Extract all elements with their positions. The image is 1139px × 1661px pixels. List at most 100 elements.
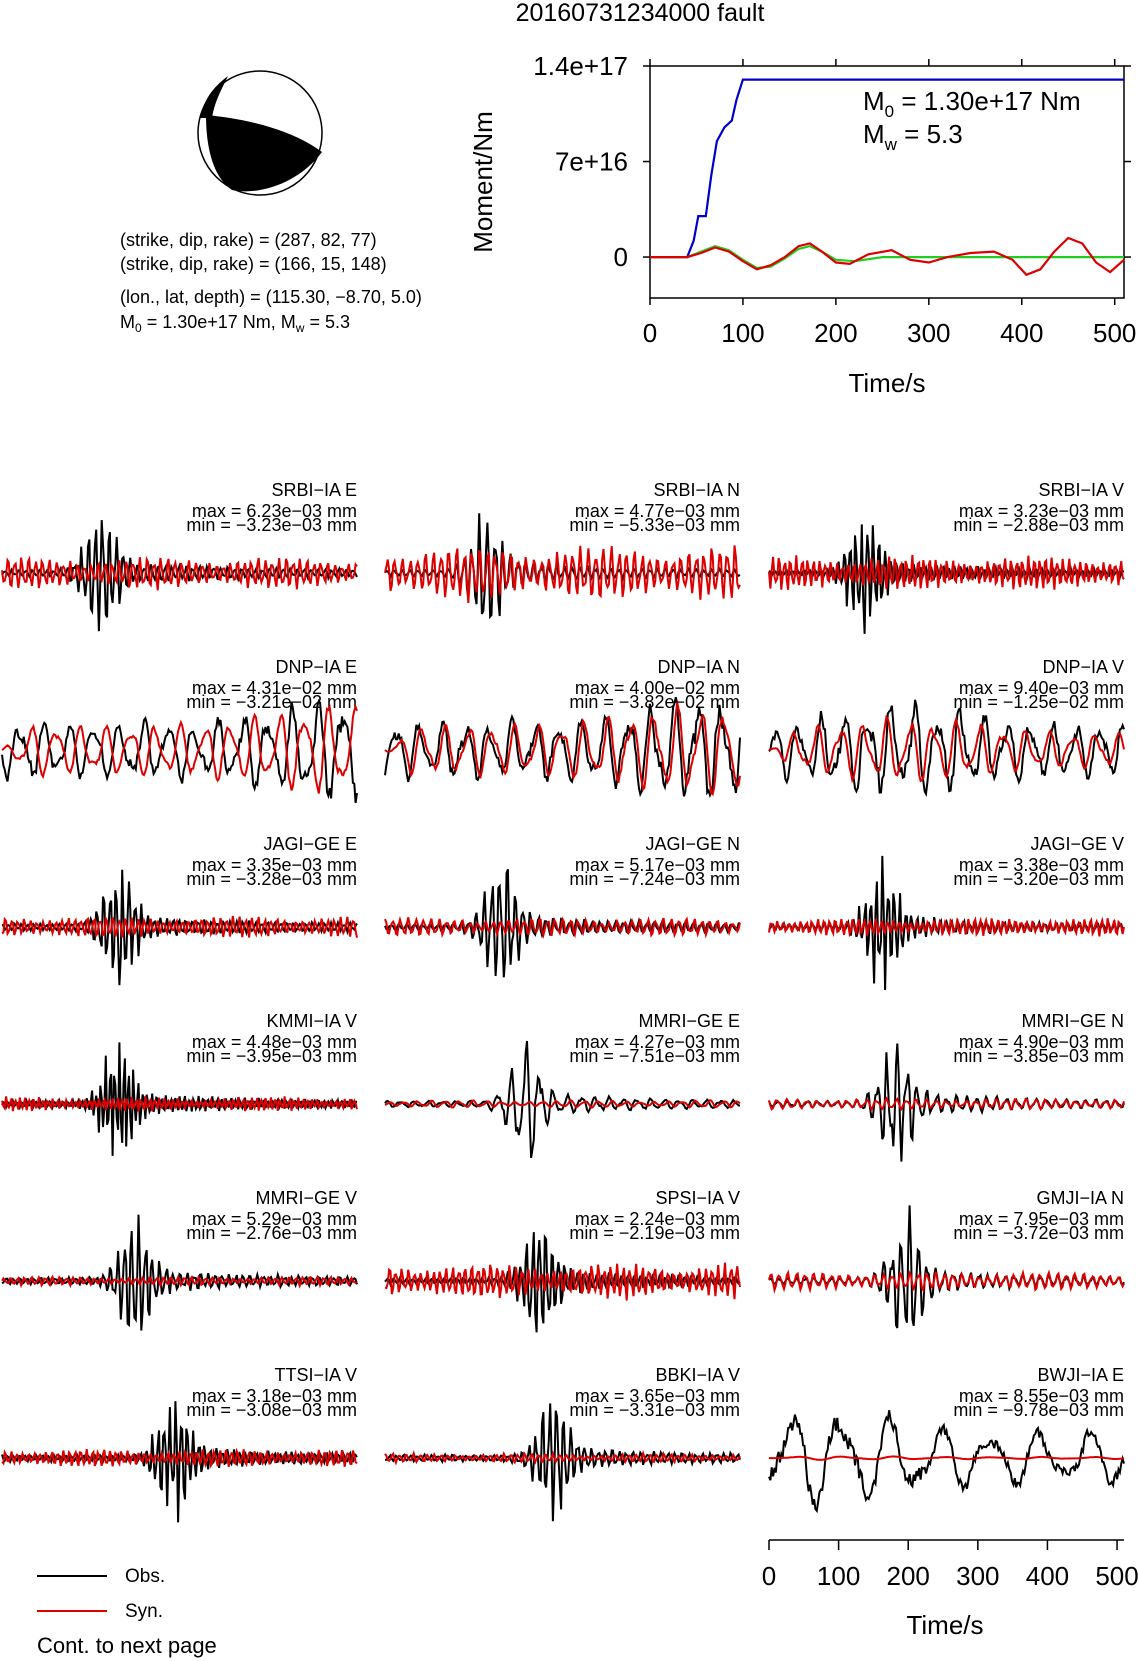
beachball-icon — [197, 70, 323, 196]
station-max-label: max = 5.29e−03 mm — [192, 1209, 357, 1229]
syn-trace — [384, 1449, 741, 1466]
station-label: MMRI−GE N — [1021, 1011, 1124, 1031]
syn-trace — [768, 554, 1125, 590]
station-min-label: min = −5.33e−03 mm — [569, 515, 740, 535]
obs-trace — [385, 1403, 741, 1522]
station-min-label: min = −1.25e−02 mm — [953, 692, 1124, 712]
station-min-label: min = −2.76e−03 mm — [186, 1223, 357, 1243]
syn-trace — [1, 914, 358, 939]
station-max-label: max = 3.23e−03 mm — [959, 501, 1124, 521]
station-label: BWJI−IA E — [1037, 1365, 1124, 1385]
station-label: DNP−IA E — [275, 657, 357, 677]
continuation-note: Cont. to next page — [37, 1633, 217, 1658]
mechanism-line-3: (lon., lat, depth) = (115.30, −8.70, 5.0… — [120, 287, 422, 307]
moment-y-tick-label: 1.4e+17 — [533, 51, 628, 81]
syn-trace — [1, 703, 358, 794]
station-label: TTSI−IA V — [274, 1365, 357, 1385]
station-label: JAGI−GE E — [263, 834, 357, 854]
mechanism-line-2: (strike, dip, rake) = (166, 15, 148) — [120, 254, 387, 274]
syn-trace — [1, 1447, 358, 1469]
station-max-label: max = 6.23e−03 mm — [192, 501, 357, 521]
station-max-label: max = 8.55e−03 mm — [959, 1386, 1124, 1406]
station-max-label: max = 5.17e−03 mm — [575, 855, 740, 875]
station-min-label: min = −3.31e−03 mm — [569, 1400, 740, 1420]
station-label: SRBI−IA N — [653, 480, 740, 500]
station-max-label: max = 9.40e−03 mm — [959, 678, 1124, 698]
seismogram-x-axis: Time/s 0 100 200 300 400 500 — [762, 1539, 1139, 1640]
station-max-label: max = 4.00e−02 mm — [575, 678, 740, 698]
station-min-label: min = −3.95e−03 mm — [186, 1046, 357, 1066]
syn-trace — [1, 1095, 358, 1112]
mechanism-line-1: (strike, dip, rake) = (287, 82, 77) — [120, 230, 377, 250]
moment-annotation-m0: M0 = 1.30e+17 Nm — [863, 86, 1081, 121]
station-label: DNP−IA N — [657, 657, 740, 677]
station-label: JAGI−GE N — [645, 834, 740, 854]
station-min-label: min = −3.72e−03 mm — [953, 1223, 1124, 1243]
station-label: MMRI−GE E — [638, 1011, 740, 1031]
obs-trace — [1, 698, 358, 804]
syn-trace — [768, 916, 1125, 938]
station-label: SRBI−IA E — [271, 480, 357, 500]
station-max-label: max = 4.27e−03 mm — [575, 1032, 740, 1052]
station-label: BBKI−IA V — [655, 1365, 740, 1385]
station-max-label: max = 3.65e−03 mm — [575, 1386, 740, 1406]
moment-x-tick-label: 100 — [721, 318, 764, 348]
moment-plot: Moment/Nm Time/s M0 = 1.30e+17 Nm Mw = 5… — [468, 51, 1136, 398]
station-min-label: min = −3.82e−02 mm — [569, 692, 740, 712]
station-label: SPSI−IA V — [655, 1188, 740, 1208]
legend: Obs. Syn. — [37, 1566, 165, 1622]
station-min-label: min = −7.24e−03 mm — [569, 869, 740, 889]
station-min-label: min = −9.78e−03 mm — [953, 1400, 1124, 1420]
legend-syn-label: Syn. — [125, 1601, 163, 1622]
moment-x-tick-label: 0 — [643, 318, 657, 348]
station-min-label: min = −3.21e−02 mm — [186, 692, 357, 712]
obs-trace — [384, 696, 741, 799]
syn-trace — [384, 1262, 741, 1301]
syn-trace — [768, 1455, 1125, 1461]
station-min-label: min = −3.20e−03 mm — [953, 869, 1124, 889]
syn-trace — [768, 1268, 1125, 1294]
station-max-label: max = 4.48e−03 mm — [192, 1032, 357, 1052]
station-max-label: max = 2.24e−03 mm — [575, 1209, 740, 1229]
seismogram-x-tick-label: 200 — [887, 1561, 930, 1591]
seismogram-x-axis-label: Time/s — [906, 1610, 983, 1640]
syn-trace — [768, 714, 1125, 784]
moment-x-axis-label: Time/s — [848, 368, 925, 398]
syn-trace — [384, 545, 741, 604]
moment-series-line-1 — [650, 78, 1124, 259]
moment-annotation-mw: Mw = 5.3 — [863, 119, 963, 154]
moment-x-tick-label: 200 — [814, 318, 857, 348]
seismogram-x-tick-label: 100 — [817, 1561, 860, 1591]
moment-x-tick-label: 500 — [1093, 318, 1136, 348]
station-max-label: max = 3.35e−03 mm — [192, 855, 357, 875]
moment-plot-frame — [649, 65, 1125, 299]
station-min-label: min = −3.23e−03 mm — [186, 515, 357, 535]
moment-x-ticks: 0 100 200 300 400 500 — [643, 59, 1136, 348]
moment-y-ticks: 0 7e+16 1.4e+17 — [533, 51, 1131, 272]
legend-obs-label: Obs. — [125, 1566, 165, 1587]
station-min-label: min = −2.19e−03 mm — [569, 1223, 740, 1243]
station-max-label: max = 4.77e−03 mm — [575, 501, 740, 521]
station-max-label: max = 3.18e−03 mm — [192, 1386, 357, 1406]
station-label: GMJI−IA N — [1036, 1188, 1124, 1208]
figure-title: 20160731234000 fault — [516, 0, 765, 27]
syn-trace — [1, 555, 358, 591]
station-label: SRBI−IA V — [1038, 480, 1124, 500]
station-min-label: min = −7.51e−03 mm — [569, 1046, 740, 1066]
syn-trace — [384, 1099, 741, 1109]
station-min-label: min = −3.85e−03 mm — [953, 1046, 1124, 1066]
